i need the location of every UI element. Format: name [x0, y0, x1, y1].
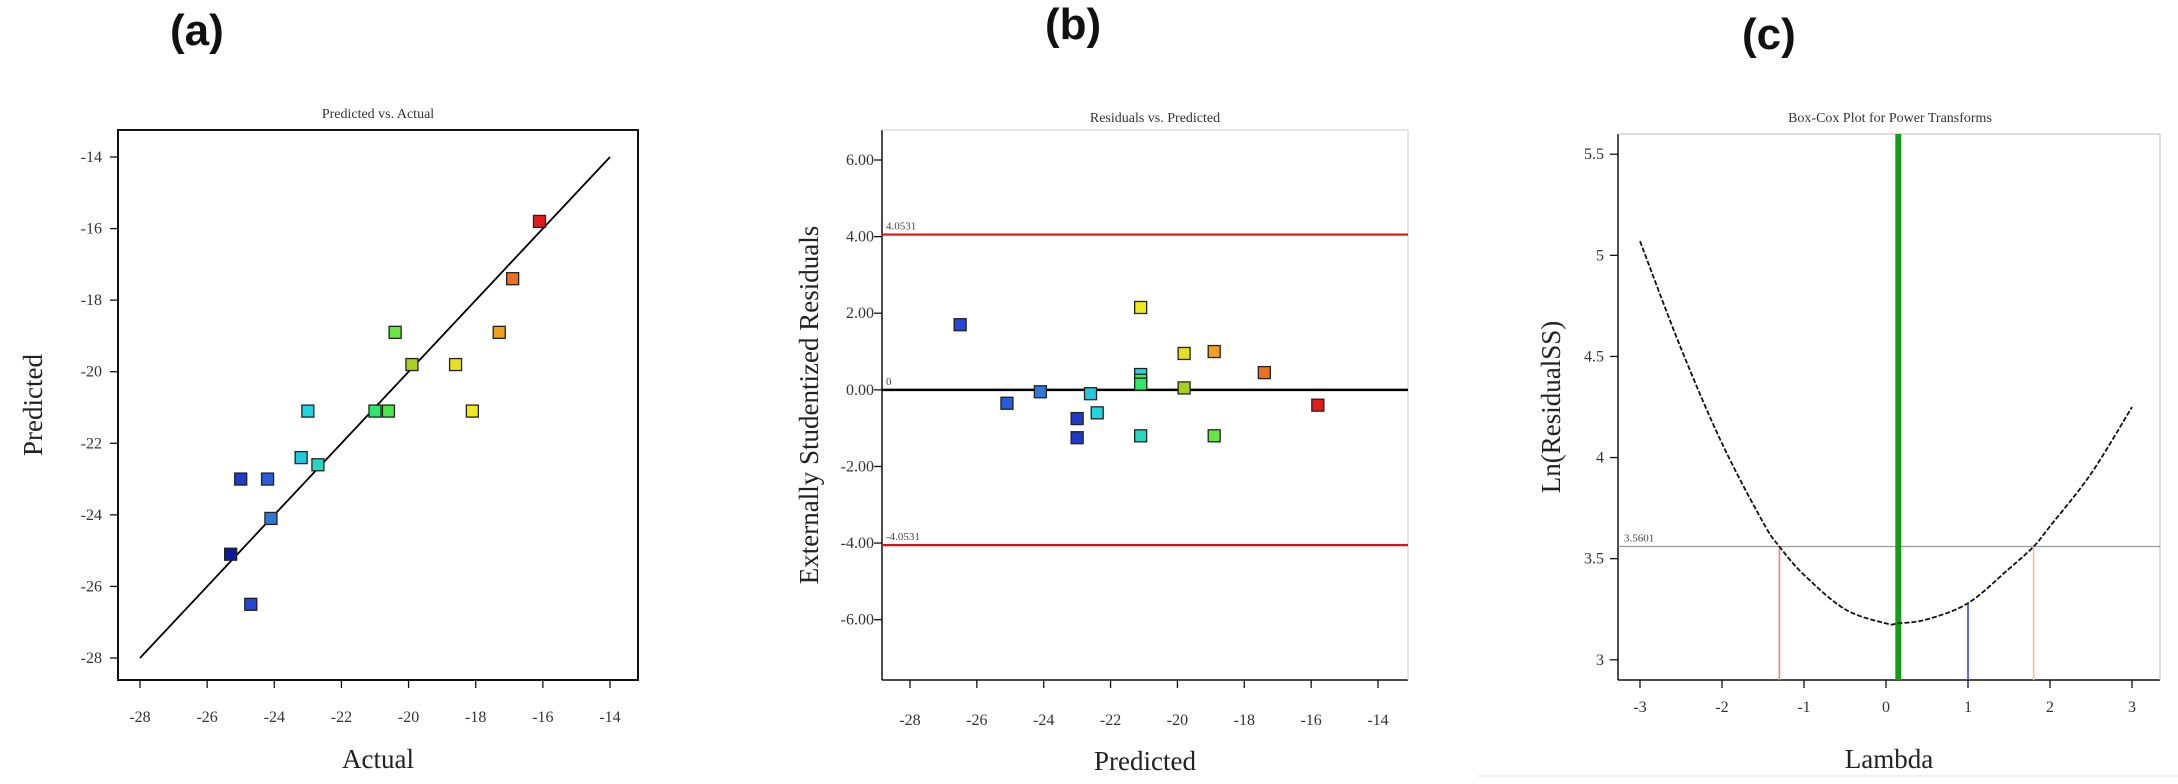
- x-tick-label: -18: [1234, 712, 1255, 729]
- x-tick-label: -24: [1033, 712, 1054, 729]
- y-tick-label: -14: [81, 149, 102, 166]
- data-point: [244, 597, 258, 611]
- x-tick-label: 1: [1964, 699, 1972, 716]
- x-tick-label: -3: [1633, 699, 1646, 716]
- data-point: [368, 404, 382, 418]
- data-point: [1070, 411, 1084, 426]
- y-tick-label: -2.00: [841, 458, 874, 475]
- data-point: [294, 450, 308, 465]
- x-tick-label: -14: [599, 709, 620, 726]
- x-tick-label: -18: [465, 709, 486, 726]
- x-tick-label: -20: [1167, 712, 1188, 729]
- data-point: [381, 404, 396, 418]
- y-tick-label: 4.00: [846, 229, 874, 246]
- data-point: [1134, 377, 1148, 391]
- x-tick-label: -28: [899, 712, 920, 729]
- y-axis-title: Predicted: [18, 354, 48, 456]
- x-tick-label: -26: [966, 712, 987, 729]
- chart-predicted-vs-actual: Predicted vs. Actual -28 -26 -24 -22 -20 -18 -1…: [18, 107, 639, 774]
- chart-residuals-vs-predicted: Residuals vs. Predicted -28 -26 -24 -22 -20 -1…: [794, 111, 1409, 776]
- y-tick-label: 5.5: [1584, 146, 1604, 163]
- data-point: [1177, 381, 1191, 395]
- data-point: [388, 325, 402, 340]
- x-tick-label: -20: [398, 709, 419, 726]
- y-tick-label: -18: [81, 292, 102, 309]
- reference-hline-label: 0: [886, 376, 892, 388]
- data-point: [1207, 429, 1221, 443]
- panel-letter-a: (a): [170, 6, 224, 55]
- y-tick-label: 4: [1596, 450, 1604, 467]
- x-tick-label: -2: [1715, 699, 1728, 716]
- x-tick-label: -28: [129, 709, 150, 726]
- y-tick-label: -22: [81, 435, 102, 452]
- x-tick-label: -14: [1367, 712, 1388, 729]
- data-point: [492, 325, 506, 340]
- x-tick-label: -22: [1100, 712, 1121, 729]
- panel-letter-c: (c): [1742, 10, 1796, 59]
- y-tick-label: -26: [81, 578, 102, 595]
- data-point: [505, 272, 520, 286]
- y-tick-label: -6.00: [841, 612, 874, 629]
- threshold-label: 3.5601: [1624, 533, 1654, 545]
- chart-box-cox: Box-Cox Plot for Power Transforms -3 -2 -1 0…: [1478, 111, 2178, 777]
- x-tick-label: 0: [1882, 699, 1890, 716]
- reference-hline-label: 4.0531: [886, 221, 916, 233]
- y-tick-label: 4.5: [1584, 348, 1604, 365]
- y-tick-label: 0.00: [846, 382, 874, 399]
- chart-title: Residuals vs. Predicted: [1090, 111, 1220, 126]
- data-point: [301, 404, 315, 418]
- y-axis-title: Externally Studentized Residuals: [794, 226, 824, 584]
- y-tick-label: 5: [1596, 247, 1604, 264]
- data-point: [260, 472, 275, 486]
- data-point: [1207, 344, 1221, 359]
- x-tick-label: -26: [196, 709, 217, 726]
- data-point: [953, 318, 967, 332]
- y-tick-label: -20: [81, 364, 102, 381]
- plot-frame: [117, 129, 639, 681]
- data-point: [1257, 365, 1271, 380]
- data-point: [1083, 387, 1098, 401]
- chart-title: Predicted vs. Actual: [322, 107, 434, 122]
- chart-title: Box-Cox Plot for Power Transforms: [1788, 111, 1992, 126]
- data-point: [223, 547, 238, 561]
- y-tick-label: -28: [81, 650, 102, 667]
- data-point: [1134, 429, 1148, 443]
- y-tick-label: -4.00: [841, 535, 874, 552]
- y-tick-label: 2.00: [846, 305, 874, 322]
- box-cox-curve: [1639, 240, 2133, 626]
- data-point: [1134, 300, 1148, 315]
- y-axis-title: Ln(ResidualSS): [1536, 321, 1566, 494]
- data-point: [1000, 396, 1014, 410]
- x-axis-title: Lambda: [1845, 744, 1933, 774]
- data-point: [448, 357, 463, 372]
- data-point: [1090, 406, 1104, 420]
- data-point: [465, 404, 480, 418]
- data-point: [1311, 398, 1325, 412]
- data-point: [311, 458, 325, 472]
- x-tick-label: 2: [2046, 699, 2054, 716]
- data-point: [405, 357, 419, 372]
- x-tick-label: -16: [1300, 712, 1321, 729]
- x-tick-label: -1: [1797, 699, 1810, 716]
- x-tick-label: -24: [264, 709, 285, 726]
- data-point: [1033, 385, 1048, 399]
- data-point: [532, 214, 547, 229]
- panel-letter-b: (b): [1045, 0, 1102, 49]
- reference-hline-label: -4.0531: [886, 531, 920, 543]
- y-tick-label: 3.5: [1584, 551, 1604, 568]
- data-point: [264, 511, 278, 526]
- x-axis-title: Actual: [342, 744, 414, 774]
- x-tick-label: -22: [331, 709, 352, 726]
- data-point: [1070, 431, 1084, 445]
- x-tick-label: 3: [2128, 699, 2136, 716]
- y-tick-label: 3: [1596, 652, 1604, 669]
- data-point: [1177, 346, 1191, 361]
- data-point: [234, 472, 248, 486]
- y-tick-label: -24: [81, 507, 102, 524]
- y-tick-label: 6.00: [846, 152, 874, 169]
- x-axis-title: Predicted: [1094, 746, 1196, 776]
- y-tick-label: -16: [81, 221, 102, 238]
- x-tick-label: -16: [532, 709, 553, 726]
